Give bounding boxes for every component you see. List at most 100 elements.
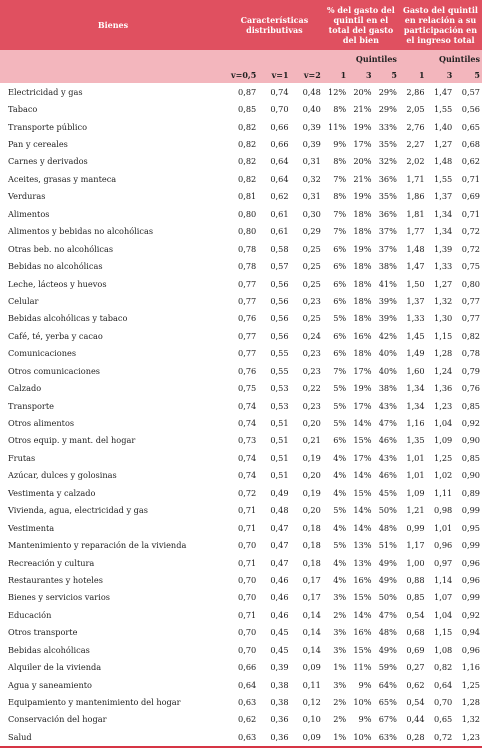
cell-expense-share: 39% xyxy=(378,295,397,306)
cell-expense-ratio: 0,76 xyxy=(461,383,480,394)
cell-characteristic: 0,24 xyxy=(302,330,321,341)
cell-expense-ratio: 0,82 xyxy=(434,662,453,673)
cell-expense-share: 32% xyxy=(378,156,397,167)
cell-expense-ratio: 1,86 xyxy=(406,191,425,202)
cell-expense-ratio: 1,01 xyxy=(406,470,425,481)
row-label: Bienes y servicios varios xyxy=(8,592,110,603)
cell-characteristic: 0,18 xyxy=(302,557,321,568)
cell-characteristic: 0,14 xyxy=(302,644,321,655)
cell-expense-share: 6% xyxy=(333,295,347,306)
cell-characteristic: 0,25 xyxy=(302,261,321,272)
cell-expense-ratio: 0,85 xyxy=(406,592,425,603)
row-label: Pan y cereales xyxy=(8,139,68,150)
cell-expense-ratio: 0,56 xyxy=(461,104,480,115)
cell-characteristic: 0,09 xyxy=(302,662,321,673)
cell-expense-share: 5% xyxy=(333,313,347,324)
cell-expense-share: 18% xyxy=(353,348,372,359)
cell-expense-share: 38% xyxy=(378,383,397,394)
table-row: Alimentos y bebidas no alcohólicas 0,80 0,… xyxy=(0,223,482,240)
table-row: Leche, lácteos y huevos 0,77 0,56 0,25 6% 18%… xyxy=(0,275,482,292)
cell-characteristic: 0,29 xyxy=(302,226,321,237)
cell-expense-share: 5% xyxy=(333,400,347,411)
cell-characteristic: 0,32 xyxy=(302,173,321,184)
cell-expense-share: 49% xyxy=(378,557,397,568)
cell-expense-ratio: 0,85 xyxy=(461,400,480,411)
cell-characteristic: 0,71 xyxy=(238,522,257,533)
cell-expense-share: 18% xyxy=(353,208,372,219)
cell-characteristic: 0,70 xyxy=(238,540,257,551)
row-label: Restaurantes y hoteles xyxy=(8,574,103,585)
cell-expense-share: 5% xyxy=(333,418,347,429)
cell-expense-ratio: 1,23 xyxy=(454,728,482,748)
cell-expense-ratio: 1,24 xyxy=(434,365,453,376)
row-label: Vivienda, agua, electricidad y gas xyxy=(8,505,148,516)
cell-characteristic: 0,12 xyxy=(302,697,321,708)
table-row: Tabaco 0,85 0,70 0,40 8% 21% 29% 2,05 1,55 0,56 xyxy=(0,100,482,117)
cell-expense-ratio: 1,04 xyxy=(434,418,453,429)
table-row: Verduras 0,81 0,62 0,31 8% 19% 35% 1,86 1,37 0,69 xyxy=(0,188,482,205)
cell-characteristic: 0,64 xyxy=(238,679,257,690)
cell-expense-ratio: 1,37 xyxy=(434,191,453,202)
cell-characteristic: 0,73 xyxy=(238,435,257,446)
cell-characteristic: 0,62 xyxy=(238,714,257,725)
row-label: Otras beb. no alcohólicas xyxy=(8,243,114,254)
cell-characteristic: 0,61 xyxy=(270,226,289,237)
cell-characteristic: 0,18 xyxy=(302,540,321,551)
cell-expense-ratio: 1,50 xyxy=(406,278,425,289)
header-pct-q5: 5 xyxy=(373,67,399,83)
row-label: Café, té, yerba y cacao xyxy=(8,330,103,341)
row-label: Verduras xyxy=(8,191,46,202)
cell-characteristic: 0,51 xyxy=(270,435,289,446)
cell-characteristic: 0,49 xyxy=(270,487,289,498)
cell-expense-share: 43% xyxy=(378,400,397,411)
cell-expense-share: 4% xyxy=(333,452,347,463)
table-row: Carnes y derivados 0,82 0,64 0,31 8% 20% 32% 2,… xyxy=(0,153,482,170)
cell-expense-ratio: 1,08 xyxy=(434,644,453,655)
row-label: Otros transporte xyxy=(8,627,78,638)
cell-expense-share: 8% xyxy=(333,104,347,115)
cell-characteristic: 0,74 xyxy=(238,400,257,411)
row-label: Agua y saneamiento xyxy=(8,679,92,690)
cell-expense-ratio: 1,34 xyxy=(434,226,453,237)
cell-expense-ratio: 1,34 xyxy=(406,400,425,411)
row-label: Alquiler de la vivienda xyxy=(8,662,102,673)
header-bienes: Bienes xyxy=(0,0,226,50)
cell-expense-share: 50% xyxy=(378,505,397,516)
cell-characteristic: 0,78 xyxy=(238,261,257,272)
cell-expense-ratio: 1,14 xyxy=(434,574,453,585)
cell-characteristic: 0,61 xyxy=(270,208,289,219)
cell-expense-ratio: 0,78 xyxy=(461,348,480,359)
cell-characteristic: 0,17 xyxy=(302,592,321,603)
cell-characteristic: 0,25 xyxy=(302,243,321,254)
cell-expense-share: 7% xyxy=(333,208,347,219)
header-gasto-rel: Gasto del quintil en relación a su parti… xyxy=(398,0,482,50)
cell-characteristic: 0,82 xyxy=(238,139,257,150)
cell-expense-share: 37% xyxy=(378,226,397,237)
row-label: Mantenimiento y reparación de la viviend… xyxy=(8,540,187,551)
cell-expense-ratio: 0,99 xyxy=(461,505,480,516)
cell-characteristic: 0,77 xyxy=(238,348,257,359)
cell-expense-share: 7% xyxy=(333,226,347,237)
cell-expense-ratio: 0,28 xyxy=(398,728,427,748)
cell-expense-ratio: 2,02 xyxy=(406,156,425,167)
cell-characteristic: 0,31 xyxy=(302,191,321,202)
cell-expense-ratio: 1,60 xyxy=(406,365,425,376)
cell-characteristic: 0,25 xyxy=(302,313,321,324)
row-label: Salud xyxy=(0,728,226,748)
row-label: Celular xyxy=(8,295,39,306)
cell-expense-ratio: 1,37 xyxy=(406,295,425,306)
cell-expense-share: 14% xyxy=(353,418,372,429)
cell-characteristic: 0,23 xyxy=(302,348,321,359)
cell-characteristic: 0,76 xyxy=(238,313,257,324)
cell-expense-ratio: 1,09 xyxy=(434,435,453,446)
cell-expense-share: 19% xyxy=(353,383,372,394)
cell-expense-ratio: 0,96 xyxy=(461,574,480,585)
cell-expense-ratio: 0,68 xyxy=(461,139,480,150)
cell-characteristic: 0,18 xyxy=(302,522,321,533)
cell-characteristic: 0,39 xyxy=(270,662,289,673)
table-row: Alimentos 0,80 0,61 0,30 7% 18% 36% 1,81 1,34 0,7… xyxy=(0,205,482,222)
cell-characteristic: 0,20 xyxy=(302,470,321,481)
cell-expense-share: 18% xyxy=(353,278,372,289)
cell-expense-share: 10% xyxy=(348,728,374,748)
cell-expense-ratio: 0,95 xyxy=(461,522,480,533)
